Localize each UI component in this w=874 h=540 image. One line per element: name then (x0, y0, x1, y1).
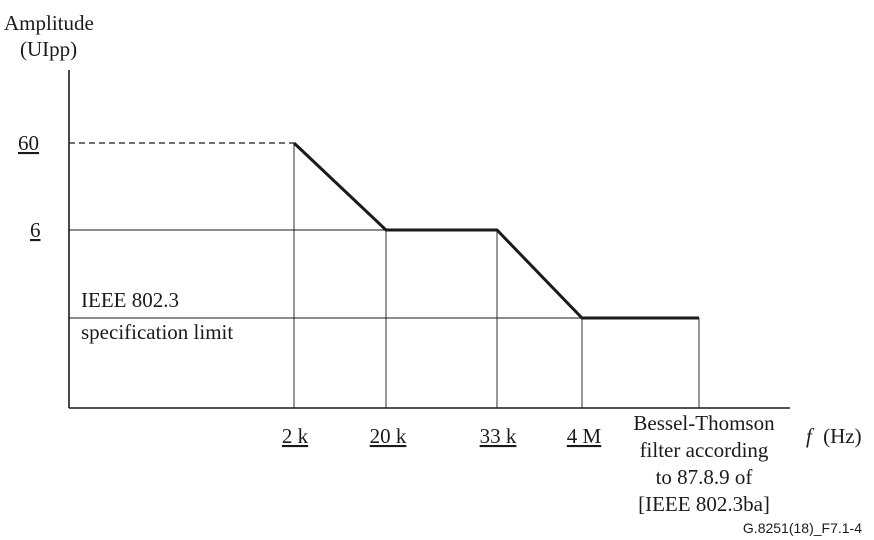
figure-id: G.8251(18)_F7.1-4 (743, 520, 862, 536)
filter-note-line-1: Bessel-Thomson (633, 411, 775, 435)
filter-note-line-4: [IEEE 802.3ba] (638, 492, 770, 516)
y-tick-label-60: 60 (18, 131, 39, 155)
x-tick-label-4M: 4 M (567, 424, 602, 448)
mask-curve (292, 141, 699, 320)
x-axis-label-variable: f (806, 424, 815, 448)
filter-note-line-2: filter according (640, 438, 769, 462)
x-tick-label-33k: 33 k (480, 424, 517, 448)
y-axis-label-line-1: Amplitude (4, 11, 94, 35)
y-axis-label-line-2: (UIpp) (20, 37, 77, 61)
x-axis-label: f (Hz) (806, 424, 862, 448)
y-tick-label-6: 6 (30, 218, 41, 242)
spec-limit-label-line-1: IEEE 802.3 (81, 288, 179, 312)
x-tick-label-2k: 2 k (282, 424, 309, 448)
x-tick-label-20k: 20 k (370, 424, 407, 448)
filter-note-line-3: to 87.8.9 of (656, 465, 753, 489)
spec-limit-label-line-2: specification limit (81, 320, 233, 344)
x-axis-label-unit: (Hz) (823, 424, 861, 448)
